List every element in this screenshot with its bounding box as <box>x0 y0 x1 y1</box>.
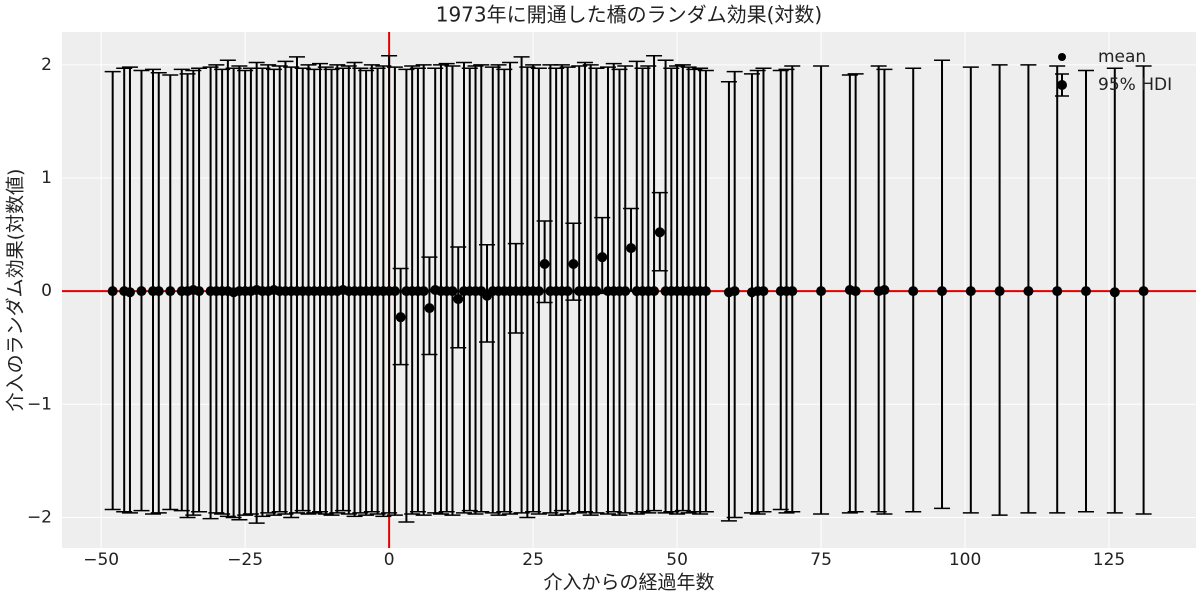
mean-point <box>787 286 798 297</box>
legend-label: mean <box>1098 47 1146 67</box>
legend-marker <box>1058 53 1066 61</box>
mean-point <box>937 286 948 297</box>
mean-point <box>758 286 769 297</box>
mean-point <box>395 312 406 323</box>
mean-point <box>533 286 544 297</box>
mean-point <box>194 286 205 297</box>
mean-point <box>418 286 429 297</box>
mean-point <box>1080 286 1091 297</box>
mean-point <box>994 286 1005 297</box>
mean-point <box>729 286 740 297</box>
mean-point <box>1138 286 1149 297</box>
mean-point <box>1023 286 1034 297</box>
mean-point <box>908 286 919 297</box>
mean-point <box>626 243 637 254</box>
mean-point <box>879 285 890 295</box>
x-tick-label: 75 <box>810 550 832 570</box>
y-axis-label: 介入のランダム効果(対数値) <box>5 169 27 412</box>
mean-point <box>965 286 976 297</box>
x-tick-label: 125 <box>1093 550 1125 570</box>
x-tick-label: −25 <box>227 550 263 570</box>
mean-point <box>153 286 164 297</box>
mean-point <box>597 252 608 263</box>
mean-point <box>700 286 711 297</box>
y-tick-label: 0 <box>41 281 52 301</box>
chart-title: 1973年に開通した橋のランダム効果(対数) <box>436 3 823 27</box>
mean-point <box>447 286 458 297</box>
x-tick-label: 25 <box>522 550 544 570</box>
mean-point <box>1109 287 1120 298</box>
mean-point <box>654 227 665 238</box>
y-tick-label: −2 <box>27 507 52 527</box>
y-tick-label: 1 <box>41 168 52 188</box>
x-tick-label: −50 <box>83 550 119 570</box>
mean-point <box>424 303 435 314</box>
y-tick-label: −1 <box>27 394 52 414</box>
mean-point <box>562 286 573 297</box>
mean-point <box>389 286 400 297</box>
mean-point <box>850 286 861 297</box>
x-tick-label: 0 <box>384 550 395 570</box>
x-tick-label: 50 <box>666 550 688 570</box>
y-tick-label: 2 <box>41 55 52 75</box>
legend-label: 95% HDI <box>1098 75 1172 95</box>
mean-point <box>453 294 464 305</box>
x-axis-label: 介入からの経過年数 <box>543 572 714 594</box>
mean-point <box>620 286 631 297</box>
mean-point <box>649 286 660 297</box>
mean-point <box>539 258 550 269</box>
mean-point <box>591 286 602 297</box>
legend-marker <box>1057 80 1067 90</box>
mean-point <box>165 286 176 297</box>
mean-point <box>568 258 579 269</box>
x-tick-label: 100 <box>949 550 981 570</box>
mean-point <box>816 286 827 297</box>
mean-point <box>136 286 147 297</box>
mean-point <box>1052 286 1063 297</box>
mean-point <box>124 287 135 298</box>
mean-point <box>107 286 118 297</box>
